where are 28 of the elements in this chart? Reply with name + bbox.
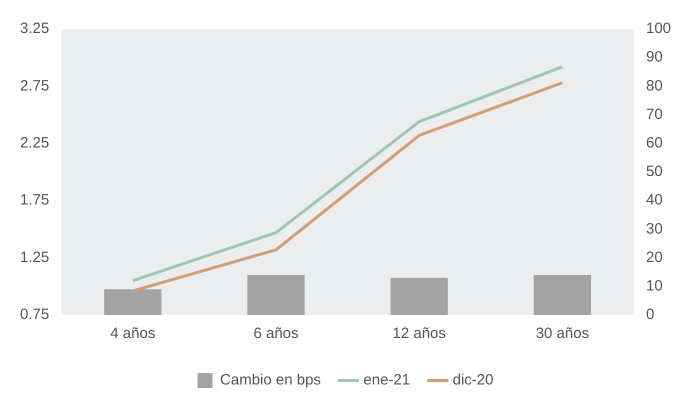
- x-tick-label: 12 años: [392, 325, 446, 342]
- y2-tick-label: 100: [646, 20, 672, 38]
- y2-tick-label: 70: [646, 106, 663, 123]
- y2-tick-label: 0: [646, 306, 654, 324]
- y-tick-label: 2.75: [20, 77, 50, 94]
- y-tick-label: 2.25: [20, 134, 50, 152]
- bar: [534, 274, 592, 315]
- y-tick-label: 1.75: [20, 192, 50, 209]
- y2-tick-label: 10: [646, 278, 663, 295]
- y2-tick-label: 50: [646, 163, 663, 180]
- legend-label: dic-20: [452, 372, 494, 389]
- y-tick-label: 1.25: [20, 248, 50, 266]
- y-tick-label: 0.75: [20, 306, 50, 324]
- y2-tick-label: 20: [646, 248, 663, 266]
- bar: [247, 274, 305, 315]
- x-tick-label: 6 años: [253, 325, 299, 342]
- y2-tick-label: 90: [646, 48, 663, 66]
- y2-tick-label: 30: [646, 220, 663, 238]
- x-tick-label: 4 años: [110, 325, 156, 342]
- y2-tick-label: 80: [646, 77, 663, 94]
- legend-label: Cambio en bps: [220, 372, 321, 389]
- x-tick-label: 30 años: [536, 325, 590, 342]
- bar: [104, 289, 162, 315]
- y-tick-label: 3.25: [20, 20, 50, 38]
- bar: [390, 278, 448, 315]
- legend-label: ene-21: [363, 372, 410, 389]
- y2-tick-label: 60: [646, 134, 663, 152]
- y2-tick-label: 40: [646, 192, 663, 209]
